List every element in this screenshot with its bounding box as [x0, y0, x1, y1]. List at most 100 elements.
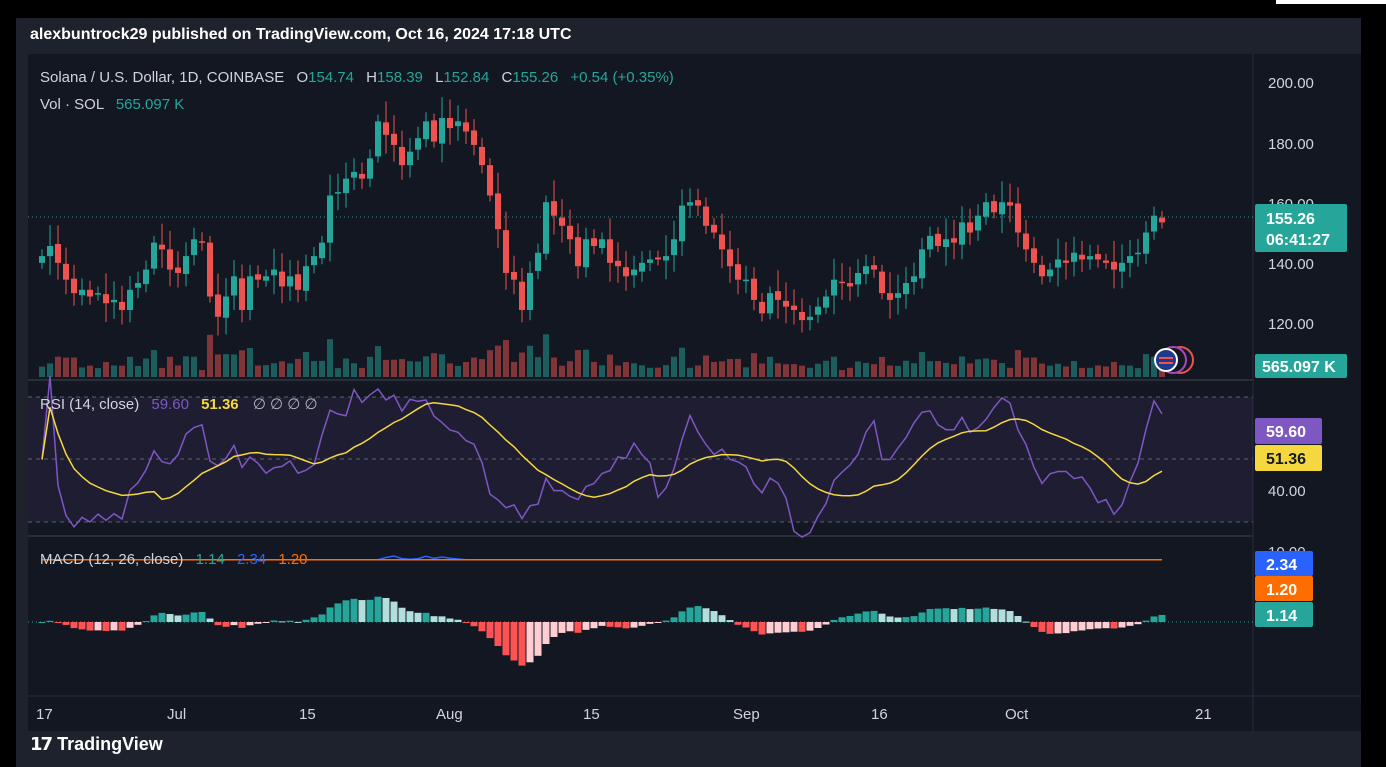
rsi-tick-label: 40.00: [1268, 483, 1306, 500]
macd-histogram-bar: [206, 618, 214, 622]
candle-body: [783, 300, 789, 307]
volume-bar: [199, 370, 205, 377]
candle-body: [151, 242, 157, 269]
volume-bar: [127, 356, 133, 377]
macd-histogram-bar: [622, 622, 630, 629]
macd-histogram-bar: [502, 622, 510, 656]
volume-bar: [695, 365, 701, 377]
volume-bar: [663, 365, 669, 377]
macd-histogram-bar: [718, 615, 726, 622]
macd-legend[interactable]: MACD (12, 26, close) 1.14 2.34 1.20: [40, 551, 308, 568]
volume-bar: [847, 367, 853, 377]
macd-histogram-bar: [1094, 622, 1102, 629]
volume-bar: [1031, 357, 1037, 377]
price-badge-value: 155.26: [1266, 211, 1315, 228]
candle-body: [239, 278, 245, 310]
corner-mark: [1276, 0, 1386, 4]
macd-histogram-bar: [854, 613, 862, 622]
macd-pane: [38, 555, 1166, 666]
volume-bar: [151, 350, 157, 377]
macd-histogram-bar: [1150, 616, 1158, 622]
macd-histogram-bar: [382, 597, 390, 622]
volume-bar: [623, 362, 629, 377]
volume-bar: [303, 351, 309, 377]
volume-bar: [543, 334, 549, 377]
macd-histogram-bar: [366, 599, 374, 622]
rsi-legend[interactable]: RSI (14, close) 59.60 51.36 ∅ ∅ ∅ ∅: [40, 396, 318, 413]
candle-body: [215, 294, 221, 317]
volume-bar: [423, 356, 429, 377]
macd-histogram-bar: [694, 606, 702, 622]
macd-histogram-bar: [1134, 622, 1142, 625]
volume-bar: [703, 355, 709, 377]
candle-body: [1023, 233, 1029, 250]
macd-histogram-bar: [422, 612, 430, 622]
macd-histogram-bar: [286, 620, 294, 622]
volume-bar: [959, 356, 965, 377]
volume-bar: [87, 365, 93, 377]
volume-bar: [311, 361, 317, 377]
close-value: 155.26: [512, 69, 558, 86]
macd-histogram-bar: [78, 622, 86, 630]
volume-bars: [39, 334, 1165, 377]
macd-histogram-bar: [734, 622, 742, 625]
volume-bar: [671, 356, 677, 377]
candle-body: [263, 276, 269, 281]
candle-body: [1095, 254, 1101, 260]
candle-body: [535, 252, 541, 271]
volume-bar: [783, 364, 789, 377]
macd-histogram-bar: [270, 620, 278, 622]
candle-body: [319, 242, 325, 259]
volume-bar: [279, 361, 285, 377]
candle-body: [663, 256, 669, 261]
volume-bar: [1071, 361, 1077, 377]
price-legend[interactable]: Solana / U.S. Dollar, 1D, COINBASE O154.…: [40, 69, 674, 113]
rsi-ma-badge-value: 51.36: [1266, 451, 1306, 468]
x-tick-label: 17: [36, 706, 53, 723]
price-badge: 155.26 06:41:27: [1255, 204, 1347, 252]
macd-hist-legend-value: 1.14: [196, 551, 225, 568]
macd-histogram-bar: [990, 608, 998, 622]
macd-histogram-bar: [534, 622, 542, 656]
candle-body: [455, 121, 461, 127]
candle-body: [47, 246, 53, 257]
chart-area[interactable]: 200.00 180.00 160.00 140.00 120.00 40.00…: [28, 54, 1361, 731]
macd-histogram-bar: [134, 622, 142, 625]
macd-histogram-bar: [958, 607, 966, 622]
macd-label: MACD (12, 26, close): [40, 551, 183, 568]
macd-histogram-bar: [702, 608, 710, 622]
macd-histogram-bar: [566, 622, 574, 632]
candle-body: [527, 272, 533, 310]
candle-body: [191, 239, 197, 256]
macd-histogram-bar: [1006, 611, 1014, 622]
volume-bar: [999, 363, 1005, 377]
macd-histogram-bar: [454, 619, 462, 622]
macd-histogram-bar: [798, 622, 806, 632]
volume-bar: [479, 359, 485, 377]
macd-histogram-bar: [726, 620, 734, 622]
candle-body: [1127, 256, 1133, 263]
volume-bar: [255, 365, 261, 377]
us-event-marker[interactable]: [1154, 346, 1194, 374]
chart-svg[interactable]: 200.00 180.00 160.00 140.00 120.00 40.00…: [28, 54, 1361, 731]
macd-histogram-bar: [582, 622, 590, 630]
us-flag-icon: [1154, 348, 1178, 372]
volume-bar: [975, 359, 981, 377]
volume-bar: [647, 367, 653, 377]
rsi-line: [41, 376, 1163, 538]
volume-bar: [943, 362, 949, 377]
macd-histogram-bar: [374, 596, 382, 622]
volume-bar: [719, 361, 725, 377]
candle-body: [79, 289, 85, 296]
x-tick-label: Sep: [733, 706, 760, 723]
candle-body: [599, 239, 605, 249]
macd-histogram-bar: [62, 622, 70, 625]
macd-histogram-bar: [1046, 622, 1054, 634]
macd-histogram-bar: [966, 609, 974, 622]
macd-histogram-bar: [574, 622, 582, 633]
candle-body: [703, 206, 709, 226]
macd-histogram-bar: [198, 611, 206, 622]
svg-text:MACD (12, 26, close): MACD (12, 26, close) 1.14 2.34 1.20: [40, 551, 308, 568]
footer-brand[interactable]: 17 TradingView: [30, 734, 163, 755]
volume-bar: [855, 361, 861, 377]
